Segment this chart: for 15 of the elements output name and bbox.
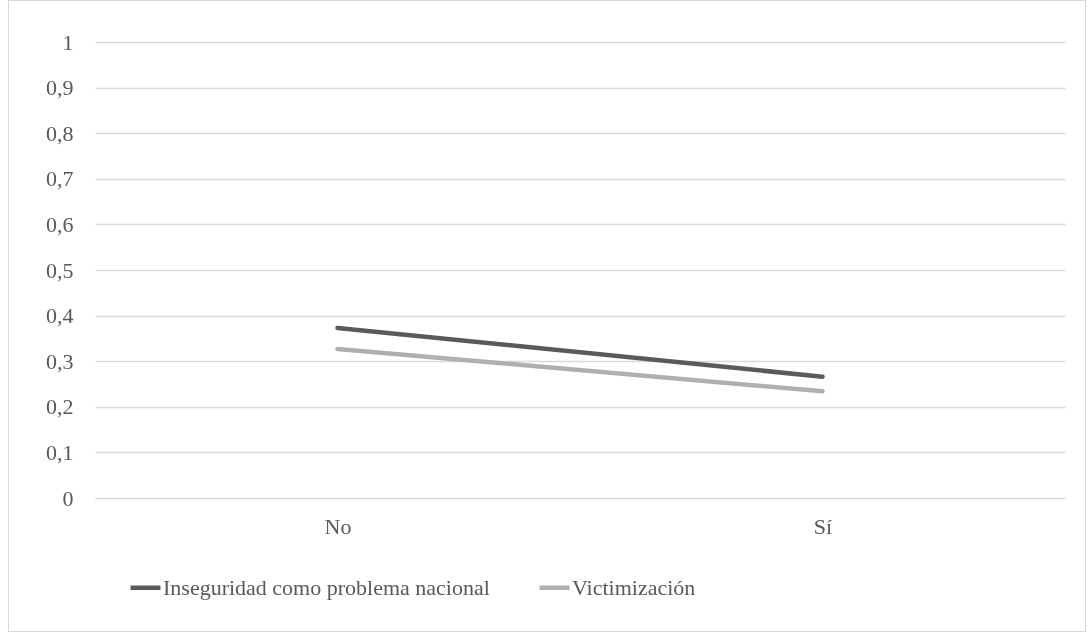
y-tick-label: 0,9 (46, 75, 74, 101)
legend-label: Inseguridad como problema nacional (163, 574, 490, 600)
y-tick-label: 0,3 (46, 348, 74, 374)
y-tick-label: 0,5 (46, 257, 74, 283)
y-tick-label: 0,6 (46, 211, 74, 237)
y-tick-label: 0 (62, 485, 74, 511)
y-tick-label: 0,1 (46, 439, 74, 465)
y-tick-label: 1 (62, 29, 74, 55)
x-tick-label: No (324, 513, 352, 539)
y-tick-label: 0,4 (46, 303, 74, 329)
y-tick-label: 0,8 (46, 120, 74, 146)
legend-label: Victimización (572, 574, 696, 600)
x-tick-label: Sí (813, 513, 833, 539)
y-tick-label: 0,7 (46, 166, 74, 192)
y-tick-label: 0,2 (46, 394, 74, 420)
